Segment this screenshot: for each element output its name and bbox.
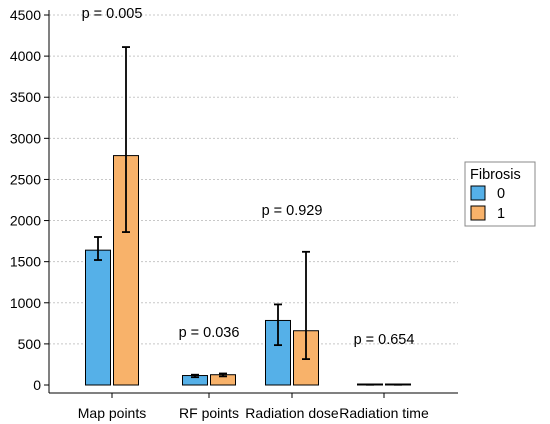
axis-layer: 0 500 1000 1500 2000 2500 3000 3500 4000 4500	[10, 7, 458, 398]
x-tick-label: RF points	[179, 405, 239, 421]
p-value-label: p = 0.929	[262, 203, 323, 219]
x-tick-label: Radiation dose	[245, 405, 339, 421]
bar-map-points-series-1	[113, 155, 139, 386]
y-tick-label: 4000	[10, 48, 41, 64]
y-tick-label: 3000	[10, 130, 41, 146]
legend: Fibrosis 0 1	[464, 161, 536, 227]
x-tick-label: Radiation time	[339, 405, 429, 421]
legend-swatch-series-0	[470, 185, 486, 201]
y-tick-label: 0	[33, 377, 41, 393]
legend-label-series-1: 1	[497, 206, 505, 222]
bar-map-points-series-0	[85, 249, 111, 386]
legend-swatch-series-1	[470, 205, 486, 221]
legend-title: Fibrosis	[470, 167, 521, 183]
error-bars-layer	[94, 46, 402, 386]
x-tick-label: Map points	[78, 405, 146, 421]
p-value-label: p = 0.654	[354, 332, 415, 348]
p-value-label: p = 0.005	[82, 6, 143, 22]
y-tick-label: 2500	[10, 171, 41, 187]
legend-label-series-0: 0	[497, 186, 505, 202]
bars-layer	[85, 155, 411, 386]
y-tick-label: 2000	[10, 213, 41, 229]
labels-layer: Map points p = 0.005 RF points p = 0.036 Rad…	[78, 6, 429, 421]
y-tick-label: 3500	[10, 89, 41, 105]
y-tick-label: 4500	[10, 7, 41, 23]
p-value-label: p = 0.036	[179, 325, 240, 341]
y-tick-label: 500	[18, 336, 42, 352]
y-tick-label: 1000	[10, 295, 41, 311]
y-tick-label: 1500	[10, 254, 41, 270]
